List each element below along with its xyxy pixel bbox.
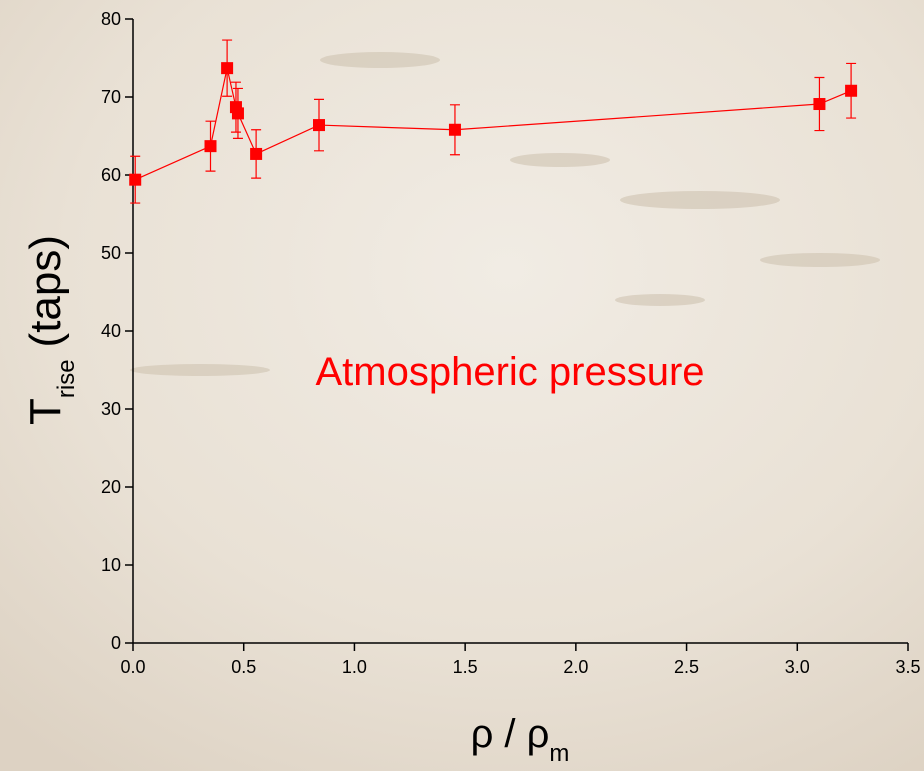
marker — [221, 62, 234, 75]
y-label-main: T — [21, 398, 70, 425]
marker — [204, 140, 217, 153]
y-tick-label: 20 — [101, 477, 121, 497]
marker — [313, 119, 325, 132]
x-tick-label: 1.0 — [342, 657, 367, 677]
x-label-sub: m — [549, 740, 569, 767]
x-tick-label: 1.5 — [453, 657, 478, 677]
marker — [845, 84, 858, 97]
y-tick-label: 60 — [101, 165, 121, 185]
marker — [129, 173, 142, 186]
x-tick-label: 2.0 — [563, 657, 588, 677]
annotation: Atmospheric pressure — [315, 350, 704, 394]
marker — [231, 107, 244, 120]
x-tick-label: 3.5 — [895, 657, 920, 677]
marker — [250, 147, 263, 160]
y-tick-label: 40 — [101, 321, 121, 341]
y-label-suffix: (taps) — [21, 235, 70, 347]
y-axis-label: Trise (taps) — [21, 235, 80, 425]
series-line — [134, 68, 852, 181]
y-tick-label: 30 — [101, 399, 121, 419]
marker — [813, 98, 826, 111]
x-label-main: ρ / ρ — [471, 712, 550, 756]
x-tick-label: 0.0 — [120, 657, 145, 677]
y-tick-label: 0 — [111, 633, 121, 653]
y-tick-label: 80 — [101, 9, 121, 29]
y-tick-label: 10 — [101, 555, 121, 575]
x-tick-label: 2.5 — [674, 657, 699, 677]
texture — [130, 52, 880, 376]
marker — [448, 123, 461, 136]
x-axis-label: ρ / ρm — [471, 712, 570, 767]
y-tick-label: 50 — [101, 243, 121, 263]
x-tick-label: 3.0 — [785, 657, 810, 677]
y-label-sub: rise — [53, 359, 80, 398]
y-tick-label: 70 — [101, 87, 121, 107]
x-tick-label: 0.5 — [231, 657, 256, 677]
